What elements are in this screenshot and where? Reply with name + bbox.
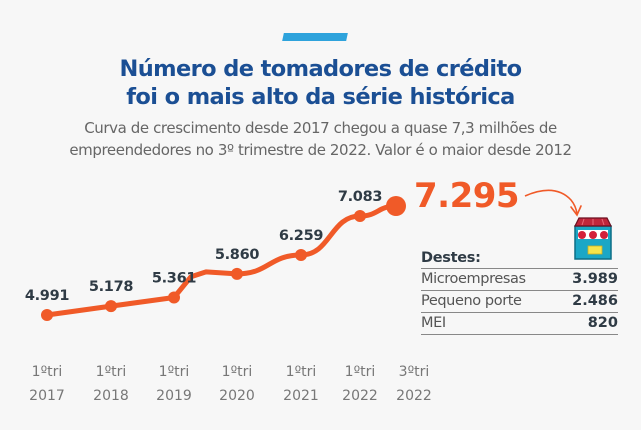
- x-tick-label-year: 2020: [219, 388, 255, 404]
- x-tick-label-year: 2017: [29, 388, 65, 404]
- x-tick-label-quarter: 1ºtri: [32, 364, 63, 380]
- breakdown-value: 820: [587, 315, 618, 331]
- x-tick-label-quarter: 1ºtri: [286, 364, 317, 380]
- data-value-label: 4.991: [25, 288, 70, 304]
- data-value-label: 7.083: [338, 189, 382, 205]
- x-tick-labels-group: 1ºtri 2017 1ºtri 2018 1ºtri 2019 1ºtri 2020 1ºtr…: [29, 364, 432, 404]
- data-point-marker: [105, 300, 117, 313]
- value-labels-group: 4.991 5.178 5.361 5.860 6.259 7.083: [25, 189, 383, 304]
- x-tick-label-year: 2018: [93, 388, 129, 404]
- store-icon: [574, 217, 612, 260]
- breakdown-row: MEI 820: [421, 313, 618, 335]
- data-point-marker: [295, 249, 307, 262]
- data-point-marker: [354, 210, 366, 223]
- breakdown-row: Microempresas 3.989: [421, 269, 618, 291]
- x-tick-label-quarter: 1ºtri: [159, 364, 190, 380]
- title-line-1: Número de tomadores de crédito: [119, 56, 522, 82]
- highlight-value: 7.295: [414, 176, 520, 216]
- chart-title: Número de tomadores de crédito foi o mai…: [0, 55, 641, 111]
- breakdown-table: Destes: Microempresas 3.989 Pequeno port…: [421, 248, 618, 335]
- breakdown-label: MEI: [421, 315, 446, 331]
- breakdown-value: 2.486: [572, 293, 618, 309]
- x-tick-label-year: 2021: [283, 388, 319, 404]
- x-tick-label-quarter: 3ºtri: [399, 364, 430, 380]
- data-value-label: 6.259: [279, 228, 324, 244]
- breakdown-label: Pequeno porte: [421, 293, 522, 309]
- data-point-marker: [41, 309, 53, 321]
- data-point-marker: [231, 267, 243, 280]
- breakdown-value: 3.989: [572, 271, 618, 287]
- breakdown-heading: Destes:: [421, 248, 618, 269]
- x-tick-label-year: 2022: [396, 388, 432, 404]
- x-tick-label-year: 2022: [342, 388, 378, 404]
- x-tick-label-quarter: 1ºtri: [345, 364, 376, 380]
- chart-subtitle: Curva de crescimento desde 2017 chegou a…: [0, 117, 641, 161]
- subtitle-line-1: Curva de crescimento desde 2017 chegou a…: [84, 119, 557, 137]
- arrow-curve: [524, 189, 578, 215]
- x-tick-label-quarter: 1ºtri: [222, 364, 253, 380]
- title-line-2: foi o mais alto da série histórica: [126, 84, 515, 110]
- data-value-label: 5.361: [152, 270, 197, 286]
- breakdown-label: Microempresas: [421, 271, 526, 287]
- data-value-label: 5.860: [215, 247, 260, 263]
- x-tick-label-year: 2019: [156, 388, 192, 404]
- markers-group: [41, 196, 406, 321]
- subtitle-line-2: empreendedores no 3º trimestre de 2022. …: [69, 141, 572, 159]
- breakdown-row: Pequeno porte 2.486: [421, 291, 618, 313]
- highlight-marker: [386, 196, 406, 216]
- x-tick-label-quarter: 1ºtri: [96, 364, 127, 380]
- data-value-label: 5.178: [89, 279, 134, 295]
- data-point-marker: [168, 291, 180, 304]
- arrow-head-icon: [570, 205, 582, 217]
